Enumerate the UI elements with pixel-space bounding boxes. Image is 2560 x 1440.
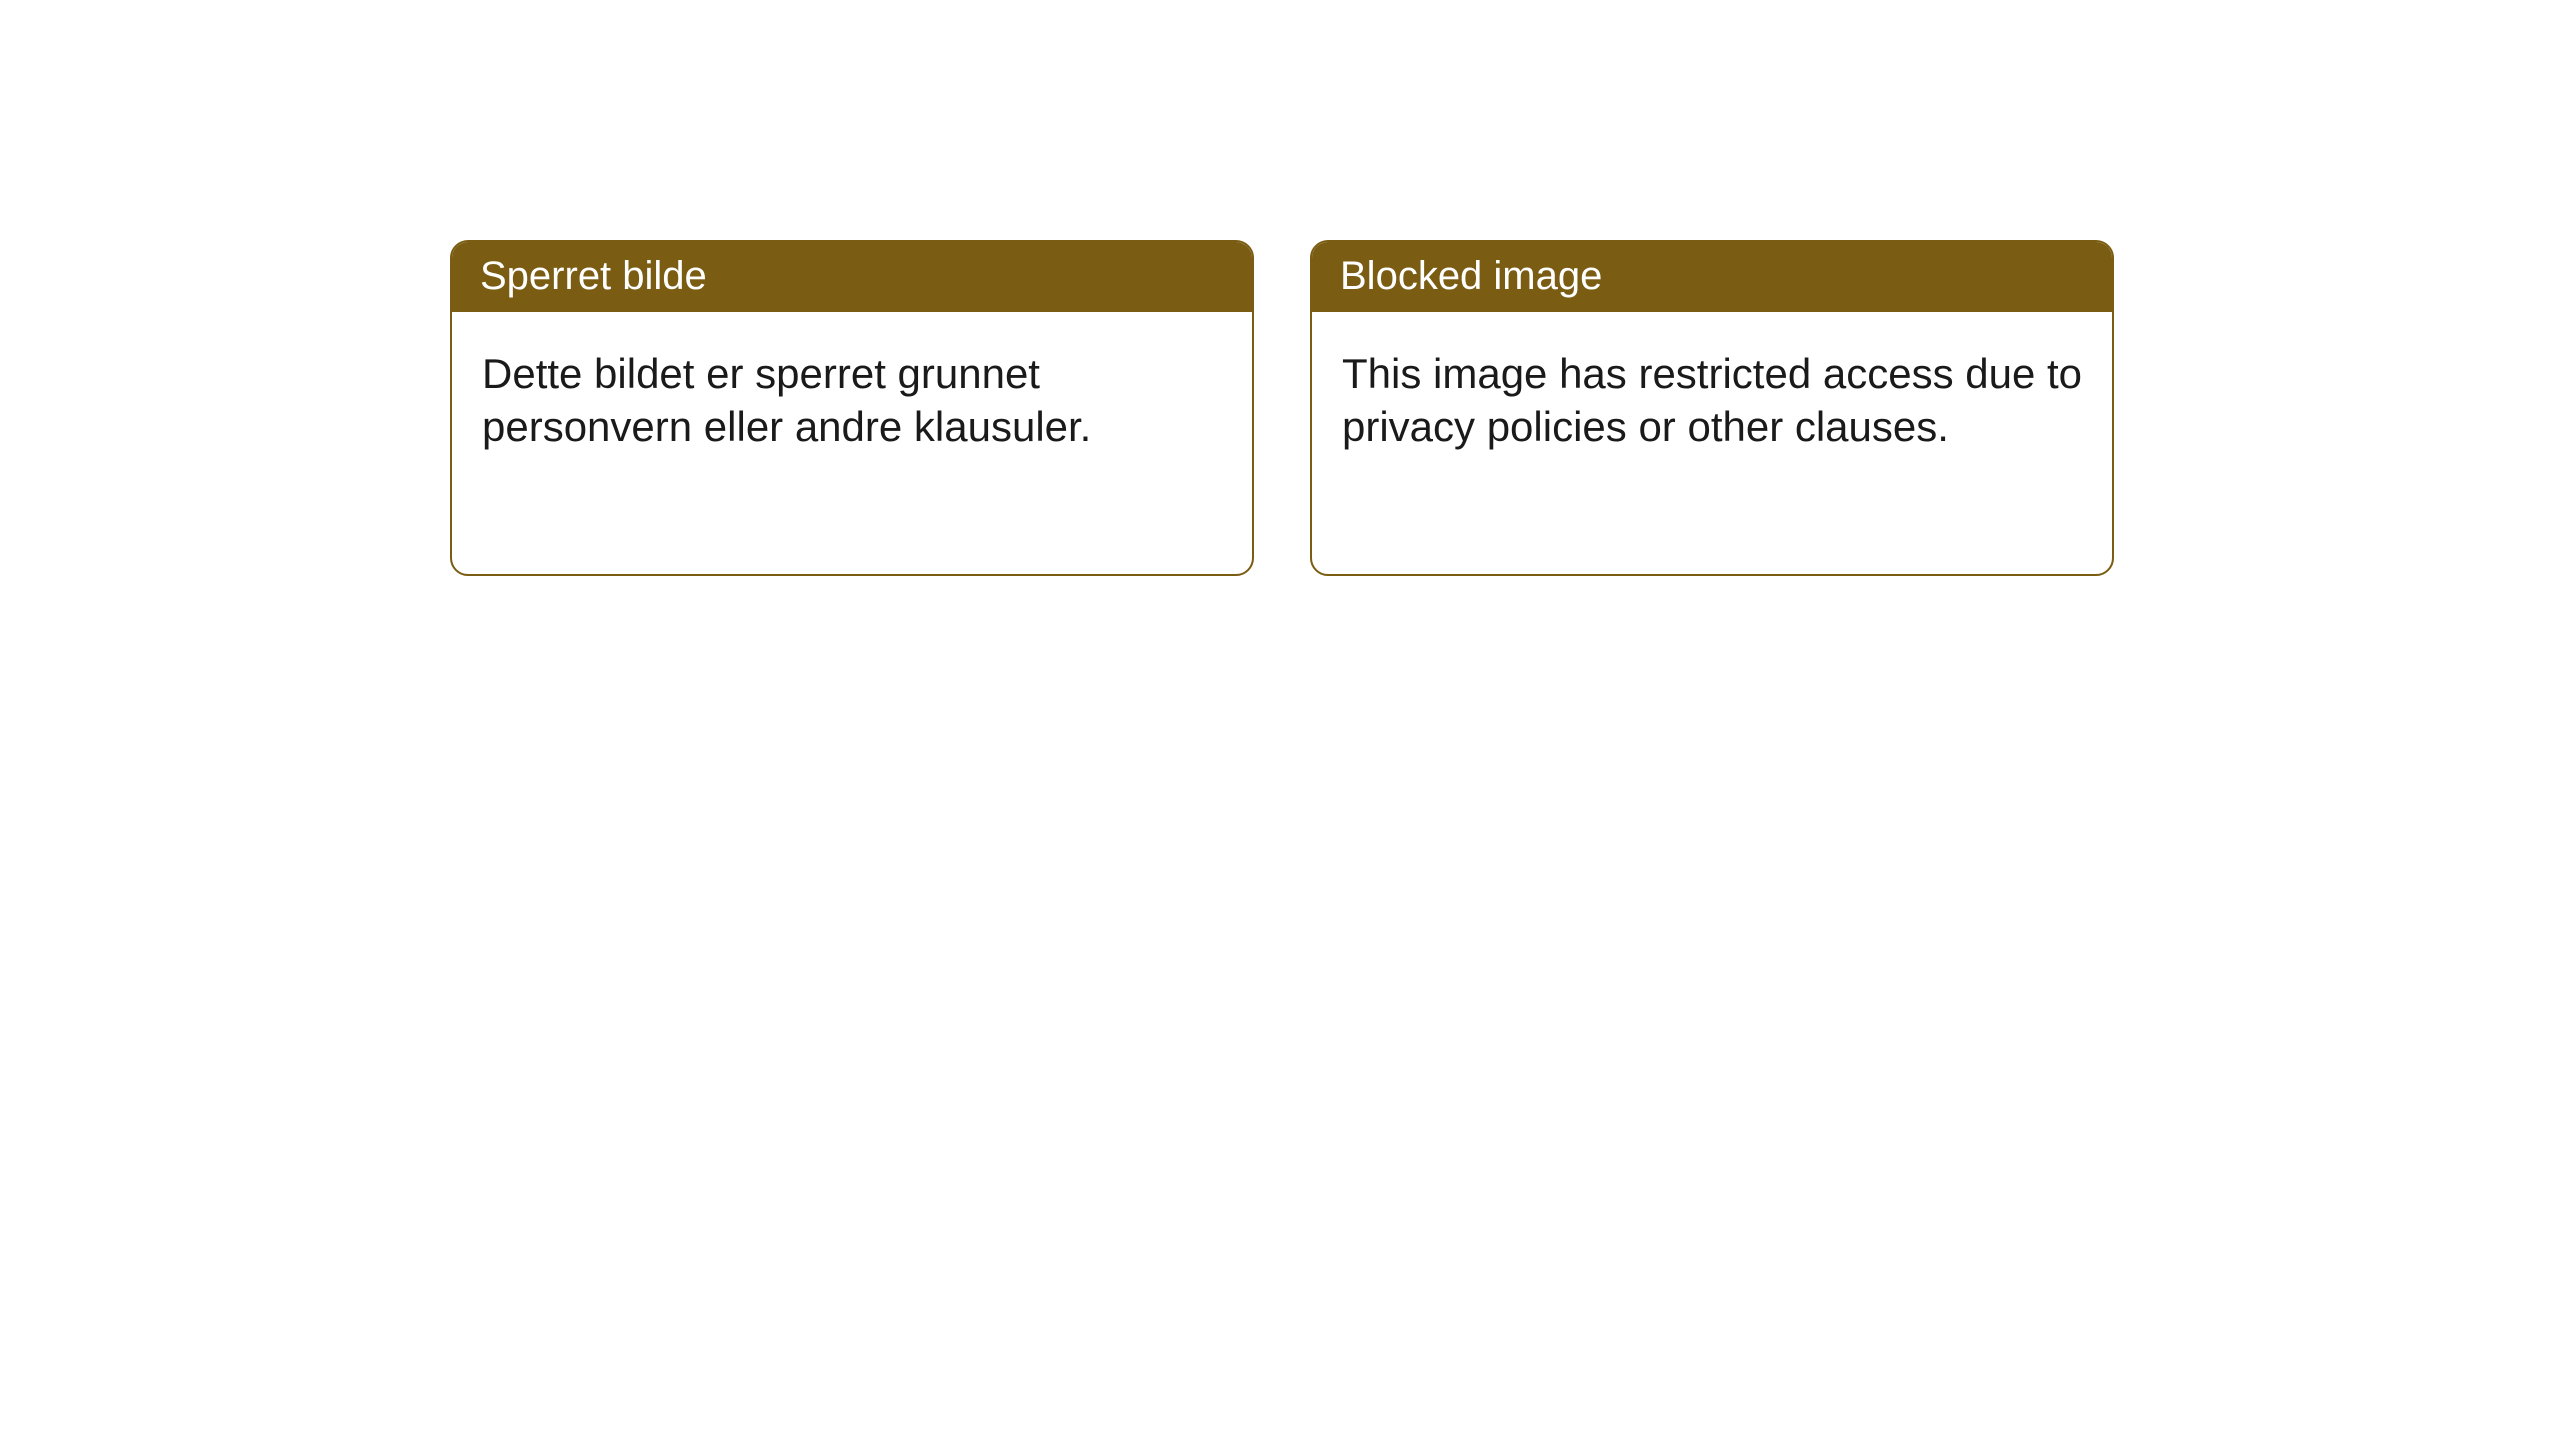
card-body-text: This image has restricted access due to …	[1312, 312, 2112, 481]
notice-card-english: Blocked image This image has restricted …	[1310, 240, 2114, 576]
card-header: Sperret bilde	[452, 242, 1252, 312]
notice-card-norwegian: Sperret bilde Dette bildet er sperret gr…	[450, 240, 1254, 576]
card-body-text: Dette bildet er sperret grunnet personve…	[452, 312, 1252, 481]
notice-cards-container: Sperret bilde Dette bildet er sperret gr…	[450, 240, 2114, 576]
card-header: Blocked image	[1312, 242, 2112, 312]
